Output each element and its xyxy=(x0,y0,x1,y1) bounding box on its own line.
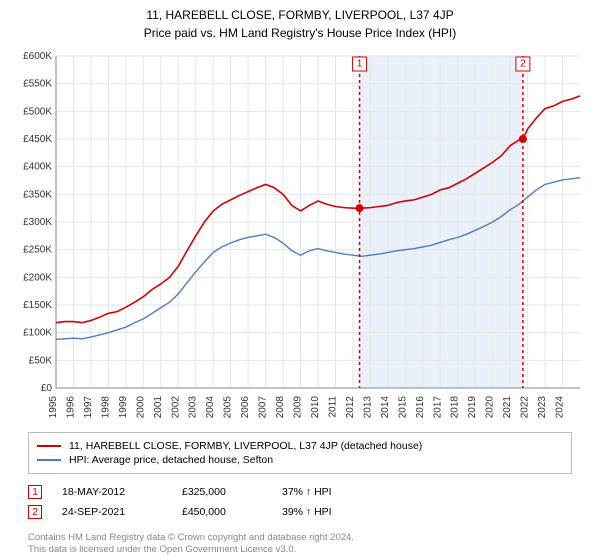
events-table: 1 18-MAY-2012 £325,000 37% ↑ HPI 2 24-SEP-202… xyxy=(28,482,572,522)
svg-text:2002: 2002 xyxy=(170,396,181,419)
event-row: 1 18-MAY-2012 £325,000 37% ↑ HPI xyxy=(28,482,572,502)
svg-text:2012: 2012 xyxy=(345,396,356,419)
legend-item: 11, HAREBELL CLOSE, FORMBY, LIVERPOOL, L… xyxy=(37,439,563,453)
svg-text:2015: 2015 xyxy=(397,396,408,419)
svg-text:£200K: £200K xyxy=(23,272,52,283)
chart-subtitle: Price paid vs. HM Land Registry's House … xyxy=(0,22,600,46)
svg-text:2000: 2000 xyxy=(135,396,146,419)
svg-text:£50K: £50K xyxy=(29,355,53,366)
svg-text:£150K: £150K xyxy=(23,300,52,311)
svg-text:2014: 2014 xyxy=(380,396,391,419)
line-chart: £0 £50K £100K £150K £200K £250K £300K £350K £400… xyxy=(10,46,590,426)
svg-text:2001: 2001 xyxy=(153,396,164,419)
svg-text:£500K: £500K xyxy=(23,106,52,117)
legend-box: 11, HAREBELL CLOSE, FORMBY, LIVERPOOL, L… xyxy=(28,432,572,474)
svg-text:£300K: £300K xyxy=(23,217,52,228)
svg-text:2016: 2016 xyxy=(415,396,426,419)
event-marker: 2 xyxy=(28,505,42,519)
svg-text:2018: 2018 xyxy=(450,396,461,419)
svg-text:2009: 2009 xyxy=(293,396,304,419)
chart-area: £0 £50K £100K £150K £200K £250K £300K £350K £400… xyxy=(10,46,590,426)
svg-text:2: 2 xyxy=(520,59,526,70)
event-price: £325,000 xyxy=(182,486,262,498)
legend-swatch xyxy=(37,445,61,447)
event-delta: 37% ↑ HPI xyxy=(282,486,332,498)
svg-text:2023: 2023 xyxy=(537,396,548,419)
event-date: 24-SEP-2021 xyxy=(62,506,162,518)
footer-attribution: Contains HM Land Registry data © Crown c… xyxy=(28,532,572,557)
legend-swatch xyxy=(37,459,61,461)
svg-text:2024: 2024 xyxy=(555,396,566,419)
svg-text:2007: 2007 xyxy=(258,396,269,419)
svg-text:2005: 2005 xyxy=(223,396,234,419)
svg-text:£450K: £450K xyxy=(23,134,52,145)
svg-text:1: 1 xyxy=(357,59,363,70)
svg-text:2021: 2021 xyxy=(502,396,513,419)
event-delta: 39% ↑ HPI xyxy=(282,506,332,518)
footer-line-1: Contains HM Land Registry data © Crown c… xyxy=(28,532,572,544)
svg-text:2019: 2019 xyxy=(467,396,478,419)
svg-text:1995: 1995 xyxy=(48,396,59,419)
svg-text:£250K: £250K xyxy=(23,245,52,256)
event-marker: 1 xyxy=(28,485,42,499)
legend-label: 11, HAREBELL CLOSE, FORMBY, LIVERPOOL, L… xyxy=(69,440,422,452)
svg-text:1996: 1996 xyxy=(65,396,76,419)
event-price: £450,000 xyxy=(182,506,262,518)
svg-text:2008: 2008 xyxy=(275,396,286,419)
svg-text:2011: 2011 xyxy=(327,396,338,418)
svg-text:£0: £0 xyxy=(41,383,53,394)
svg-text:2004: 2004 xyxy=(205,396,216,419)
svg-text:2017: 2017 xyxy=(432,396,443,419)
svg-text:1998: 1998 xyxy=(100,396,111,419)
svg-text:2006: 2006 xyxy=(240,396,251,419)
svg-text:1997: 1997 xyxy=(83,396,94,419)
chart-title: 11, HAREBELL CLOSE, FORMBY, LIVERPOOL, L… xyxy=(0,0,600,22)
svg-text:2003: 2003 xyxy=(188,396,199,419)
svg-text:£600K: £600K xyxy=(23,51,52,62)
legend-item: HPI: Average price, detached house, Seft… xyxy=(37,453,563,467)
event-date: 18-MAY-2012 xyxy=(62,486,162,498)
svg-text:£550K: £550K xyxy=(23,79,52,90)
svg-text:2022: 2022 xyxy=(520,396,531,419)
svg-text:£100K: £100K xyxy=(23,328,52,339)
event-row: 2 24-SEP-2021 £450,000 39% ↑ HPI xyxy=(28,502,572,522)
svg-text:2020: 2020 xyxy=(485,396,496,419)
svg-text:1999: 1999 xyxy=(118,396,129,419)
svg-text:2010: 2010 xyxy=(310,396,321,419)
svg-text:2013: 2013 xyxy=(362,396,373,419)
footer-line-2: This data is licensed under the Open Gov… xyxy=(28,544,572,556)
legend-label: HPI: Average price, detached house, Seft… xyxy=(69,454,273,466)
svg-text:£350K: £350K xyxy=(23,189,52,200)
svg-text:£400K: £400K xyxy=(23,162,52,173)
